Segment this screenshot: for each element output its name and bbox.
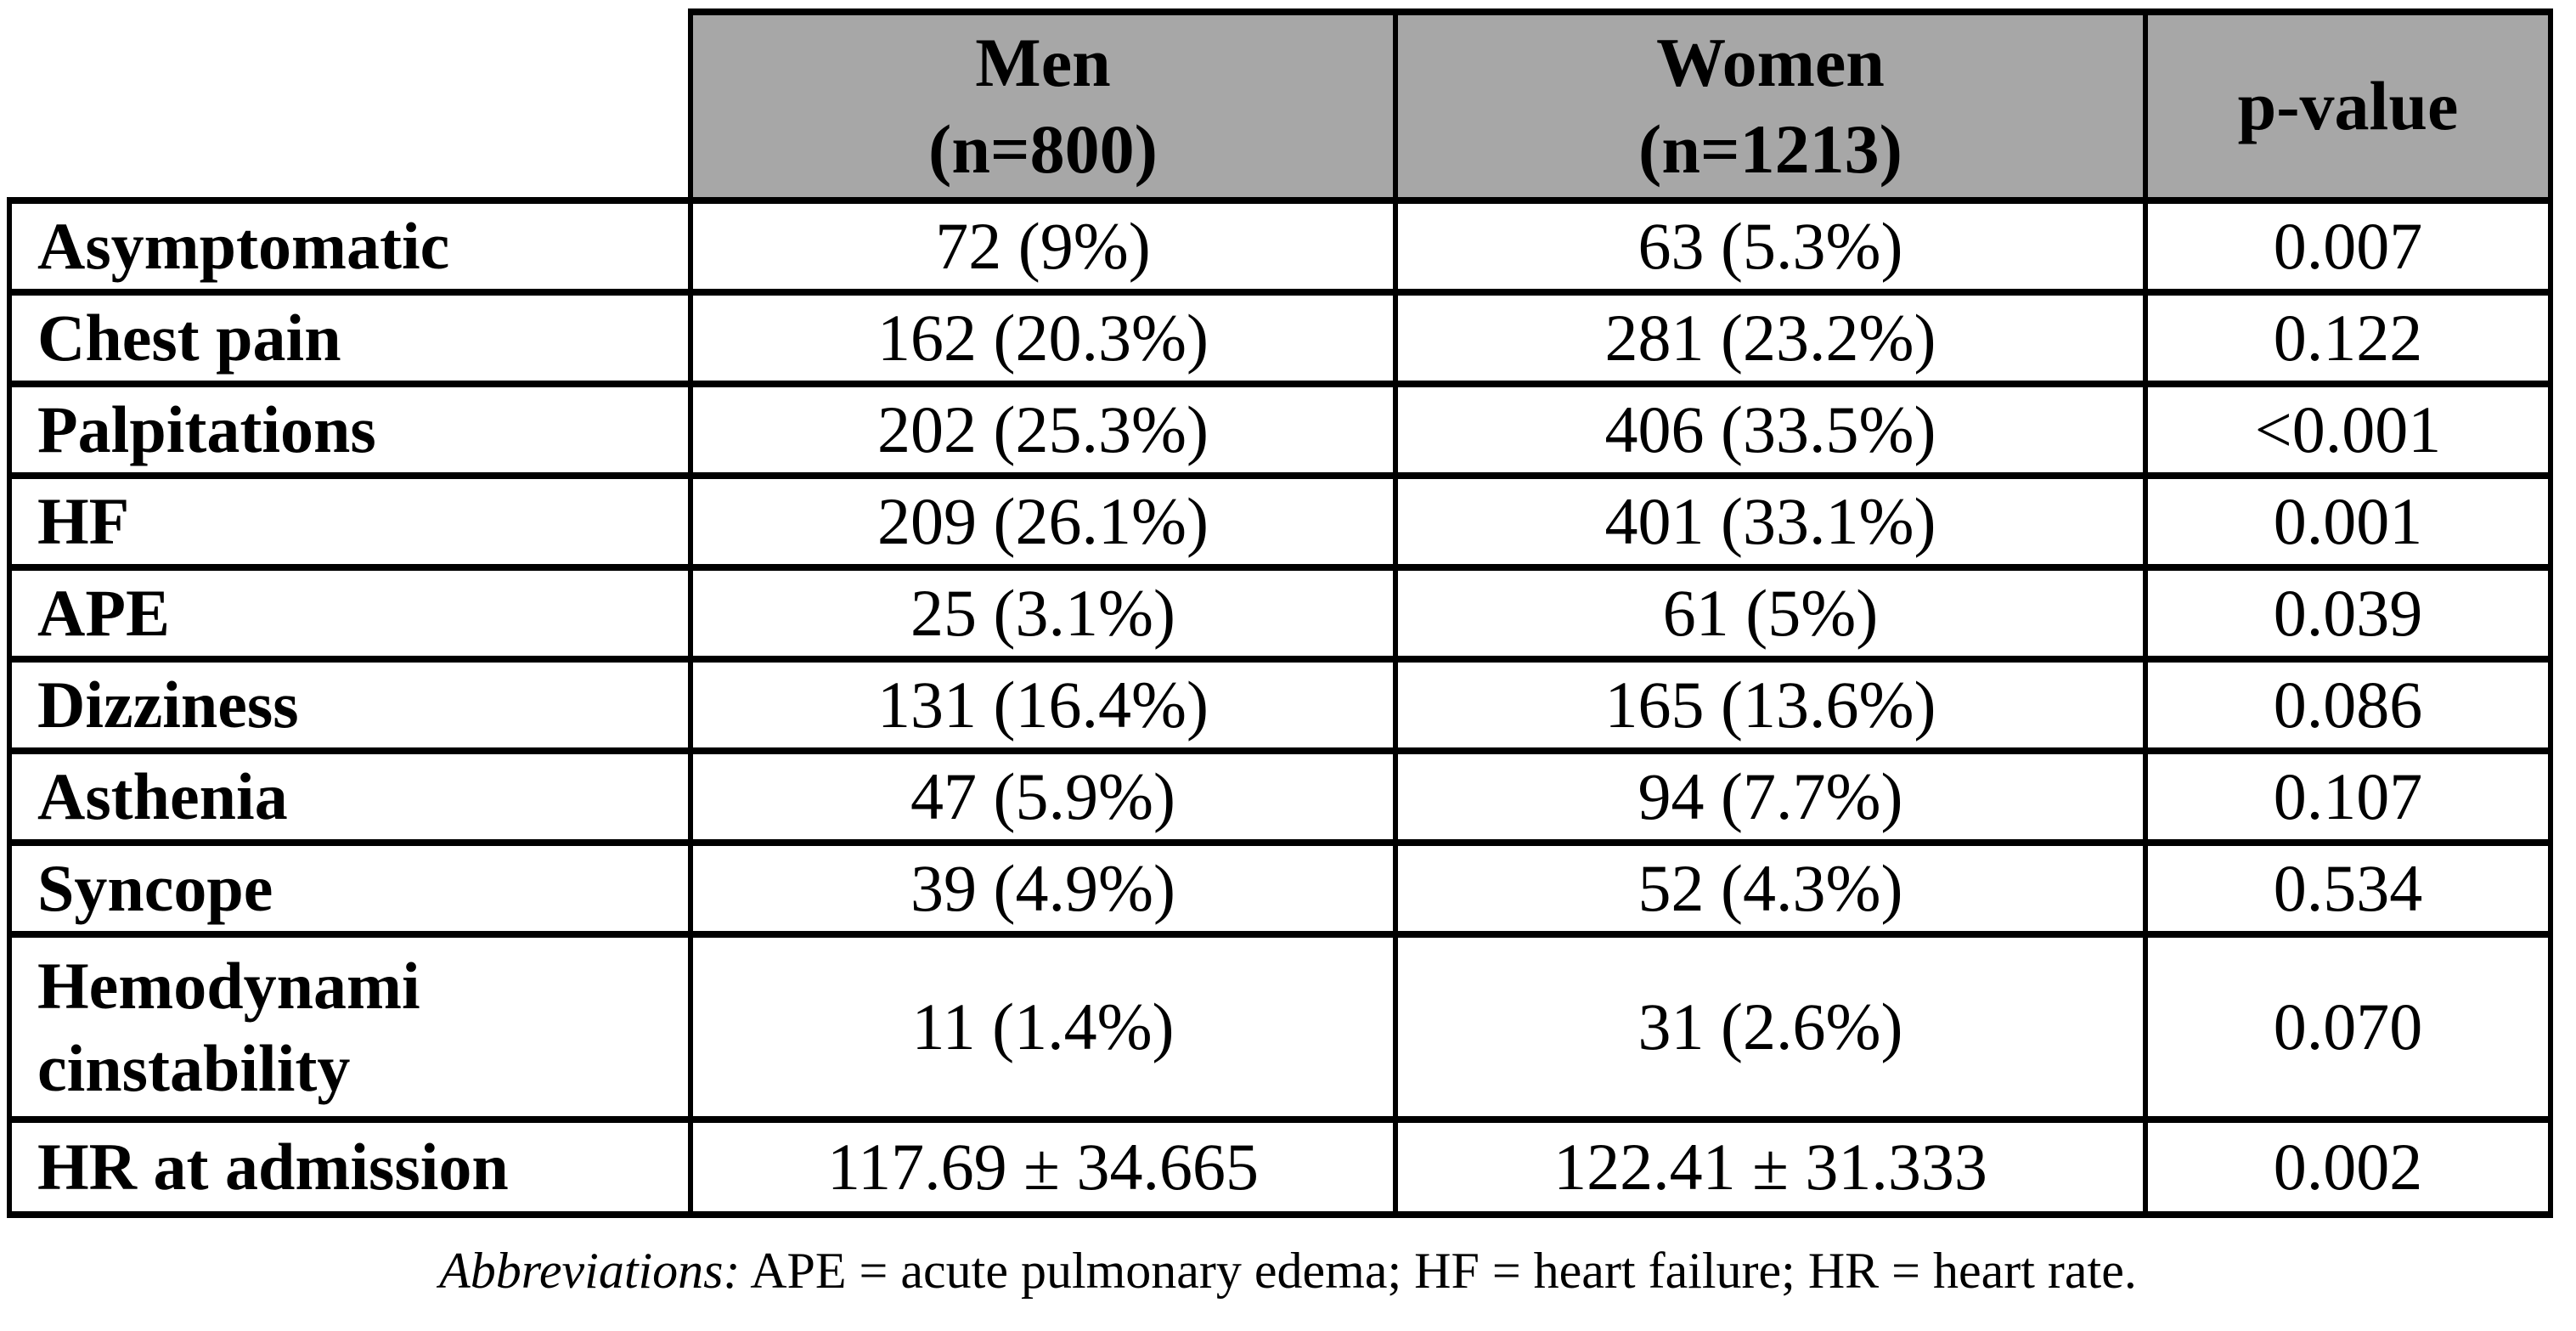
women-value: 31 (2.6%) — [1393, 931, 2148, 1123]
table-row: Hemodynami cinstability 11 (1.4%) 31 (2.… — [7, 931, 2553, 1123]
table-header-row: Men (n=800) Women (n=1213) p-value — [9, 8, 2553, 204]
women-value: 61 (5%) — [1393, 564, 2148, 663]
p-value: 0.007 — [2143, 197, 2553, 296]
women-value: 63 (5.3%) — [1393, 197, 2148, 296]
column-header-pvalue: p-value — [2143, 8, 2553, 204]
row-label-line-2: cinstability — [37, 1031, 351, 1105]
row-label-line-1: Hemodynami — [37, 948, 420, 1023]
p-value: 0.001 — [2143, 472, 2553, 571]
men-value: 209 (26.1%) — [688, 472, 1398, 571]
table-row: Chest pain 162 (20.3%) 281 (23.2%) 0.122 — [7, 289, 2553, 387]
women-value: 52 (4.3%) — [1393, 839, 2148, 938]
abbreviations-footnote-lead: Abbreviations: — [439, 1243, 741, 1299]
men-value: 202 (25.3%) — [688, 381, 1398, 479]
men-value: 39 (4.9%) — [688, 839, 1398, 938]
p-value: 0.002 — [2143, 1116, 2553, 1218]
abbreviations-footnote-text: APE = acute pulmonary edema; HF = heart … — [740, 1243, 2137, 1299]
column-header-men-subtitle: (n=800) — [928, 110, 1158, 188]
p-value: 0.086 — [2143, 656, 2553, 754]
column-header-pvalue-title: p-value — [2237, 66, 2459, 144]
empty-corner-cell — [9, 12, 691, 200]
women-value: 401 (33.1%) — [1393, 472, 2148, 571]
women-value: 406 (33.5%) — [1393, 381, 2148, 479]
row-label: Dizziness — [7, 656, 693, 754]
women-value: 122.41 ± 31.333 — [1393, 1116, 2148, 1218]
men-value: 47 (5.9%) — [688, 747, 1398, 846]
row-label: Syncope — [7, 839, 693, 938]
p-value: <0.001 — [2143, 381, 2553, 479]
table-row: HR at admission 117.69 ± 34.665 122.41 ±… — [7, 1116, 2553, 1218]
table-row: Asthenia 47 (5.9%) 94 (7.7%) 0.107 — [7, 747, 2553, 846]
p-value: 0.534 — [2143, 839, 2553, 938]
row-label: HR at admission — [7, 1116, 693, 1218]
table-row: APE 25 (3.1%) 61 (5%) 0.039 — [7, 564, 2553, 663]
men-value: 131 (16.4%) — [688, 656, 1398, 754]
row-label: Hemodynami cinstability — [7, 931, 693, 1123]
women-value: 281 (23.2%) — [1393, 289, 2148, 387]
row-label: Chest pain — [7, 289, 693, 387]
p-value: 0.039 — [2143, 564, 2553, 663]
p-value: 0.122 — [2143, 289, 2553, 387]
column-header-women-title: Women — [1656, 23, 1885, 101]
column-header-women: Women (n=1213) — [1393, 8, 2148, 204]
women-value: 94 (7.7%) — [1393, 747, 2148, 846]
abbreviations-footnote: Abbreviations: APE = acute pulmonary ede… — [0, 1240, 2576, 1301]
column-header-men-title: Men — [975, 23, 1111, 101]
p-value: 0.070 — [2143, 931, 2553, 1123]
column-header-women-subtitle: (n=1213) — [1638, 110, 1902, 188]
table-row: Palpitations 202 (25.3%) 406 (33.5%) <0.… — [7, 381, 2553, 479]
men-value: 11 (1.4%) — [688, 931, 1398, 1123]
men-value: 72 (9%) — [688, 197, 1398, 296]
men-value: 117.69 ± 34.665 — [688, 1116, 1398, 1218]
table-row: HF 209 (26.1%) 401 (33.1%) 0.001 — [7, 472, 2553, 571]
table-row: Dizziness 131 (16.4%) 165 (13.6%) 0.086 — [7, 656, 2553, 754]
column-header-men: Men (n=800) — [688, 8, 1398, 204]
table-row: Asymptomatic 72 (9%) 63 (5.3%) 0.007 — [7, 197, 2553, 296]
table-row: Syncope 39 (4.9%) 52 (4.3%) 0.534 — [7, 839, 2553, 938]
row-label: APE — [7, 564, 693, 663]
symptoms-comparison-table: Men (n=800) Women (n=1213) p-value Asymp… — [7, 8, 2553, 1218]
row-label: HF — [7, 472, 693, 571]
row-label: Palpitations — [7, 381, 693, 479]
p-value: 0.107 — [2143, 747, 2553, 846]
row-label: Asthenia — [7, 747, 693, 846]
men-value: 25 (3.1%) — [688, 564, 1398, 663]
women-value: 165 (13.6%) — [1393, 656, 2148, 754]
men-value: 162 (20.3%) — [688, 289, 1398, 387]
row-label: Asymptomatic — [7, 197, 693, 296]
